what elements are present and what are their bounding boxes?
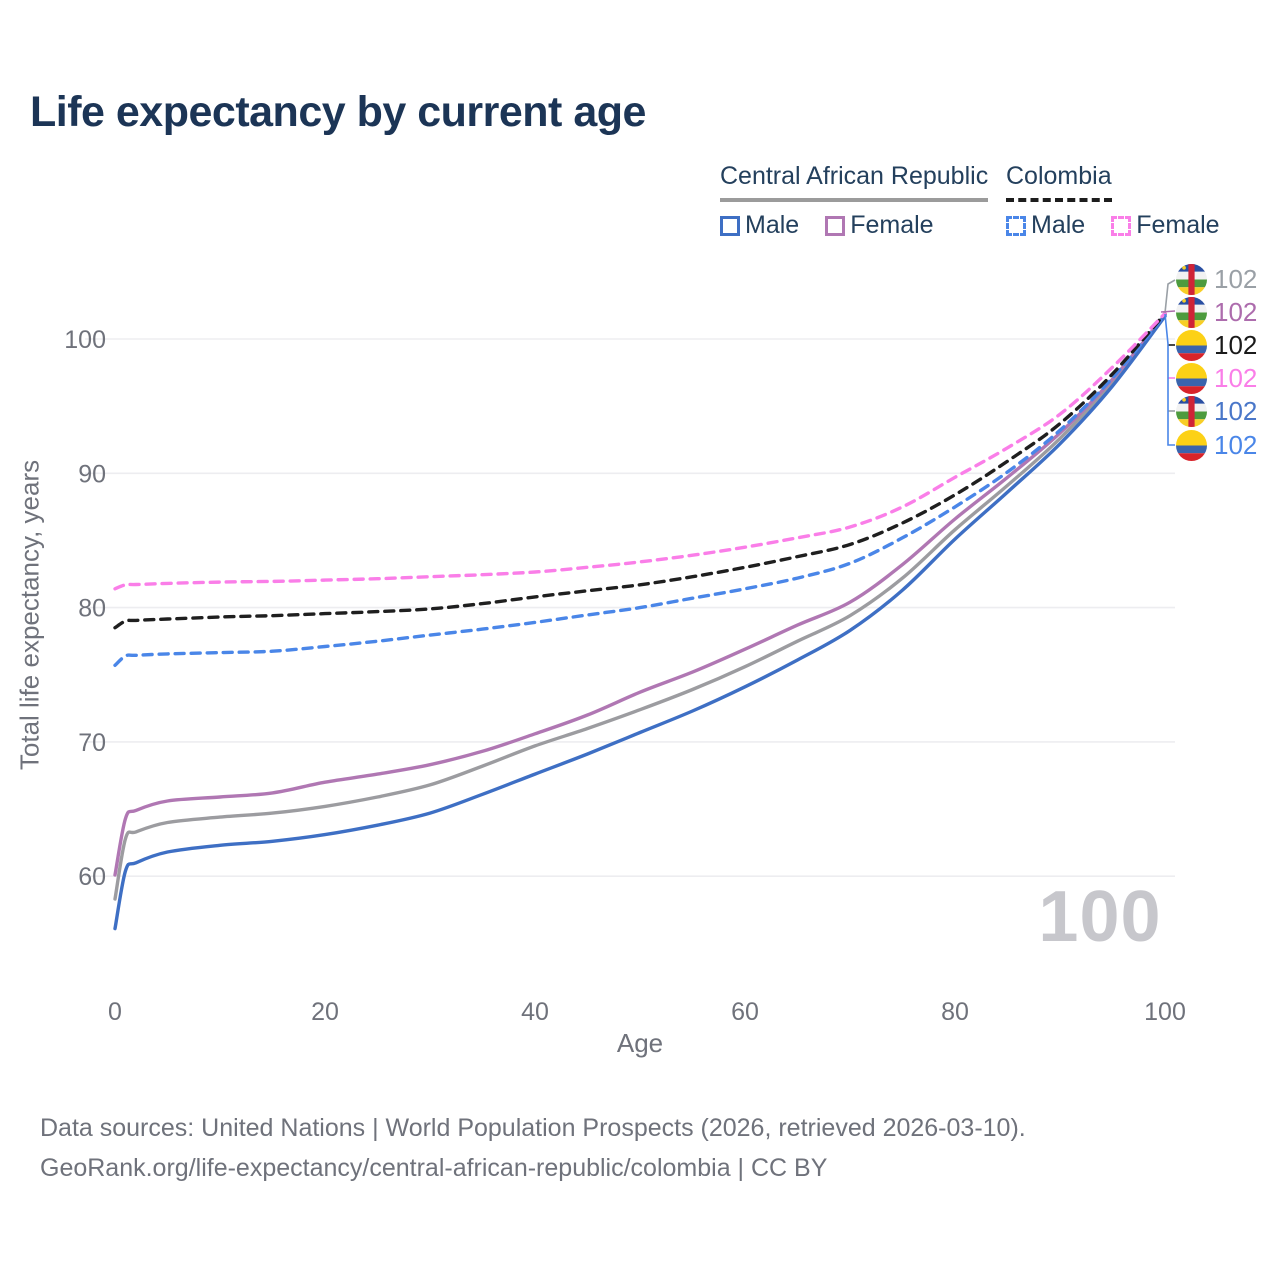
age-watermark: 100: [1038, 877, 1162, 957]
y-axis-title: Total life expectancy, years: [14, 459, 45, 771]
series-line-col-female: [113, 311, 1167, 591]
legend-label-col-male: Male: [1031, 211, 1086, 239]
end-label-car-female[interactable]: 102: [1176, 296, 1257, 328]
legend-group-central-african-republic: Central African Republic Male Female: [720, 162, 989, 240]
car-female-swatch-icon: [825, 215, 846, 236]
footer: Data sources: United Nations | World Pop…: [40, 1108, 1026, 1188]
x-axis-title: Age: [616, 1028, 664, 1058]
x-tick-label-40: 40: [521, 998, 549, 1026]
page-title: Life expectancy by current age: [30, 88, 646, 136]
legend-country-central-african-republic[interactable]: Central African Republic: [720, 162, 989, 202]
car-male-swatch-icon: [720, 215, 740, 236]
legend-label-car-female: Female: [850, 211, 934, 239]
end-value-car-total: 102: [1214, 264, 1258, 294]
leader-line-5: [1164, 313, 1175, 446]
x-tick-label-100: 100: [1144, 998, 1186, 1026]
legend-item-car-male[interactable]: Male: [720, 211, 799, 240]
x-tick-label-80: 80: [941, 998, 969, 1026]
end-value-car-female: 102: [1214, 297, 1258, 327]
end-value-car-male: 102: [1214, 396, 1258, 426]
end-label-car-total[interactable]: 102: [1176, 263, 1257, 295]
legend-item-col-female[interactable]: Female: [1111, 211, 1220, 240]
legend-country-colombia[interactable]: Colombia: [1006, 162, 1112, 202]
end-value-col-total: 102: [1214, 330, 1258, 360]
y-tick-label-60: 60: [78, 863, 106, 891]
leader-line-0: [1164, 279, 1176, 314]
y-tick-label-90: 90: [78, 460, 106, 488]
colombia-flag-icon: [1176, 329, 1207, 361]
end-label-col-male[interactable]: 102: [1176, 429, 1257, 461]
end-value-col-female: 102: [1214, 363, 1258, 393]
legend-item-car-female[interactable]: Female: [825, 211, 934, 240]
legend-label-col-female: Female: [1136, 211, 1220, 239]
x-tick-label-20: 20: [311, 998, 339, 1026]
end-label-col-total[interactable]: 102: [1176, 329, 1257, 361]
series-line-col-male: [113, 313, 1167, 667]
legend-label-car-male: Male: [745, 211, 800, 239]
footer-data-sources: Data sources: United Nations | World Pop…: [40, 1114, 1026, 1142]
colombia-female-swatch-icon: [1111, 215, 1132, 236]
series-line-car-female: [113, 313, 1167, 877]
legend-group-colombia: Colombia Male Female: [1006, 162, 1220, 240]
legend-item-col-male[interactable]: Male: [1006, 211, 1085, 240]
series-line-col-total: [113, 311, 1167, 630]
y-tick-label-100: 100: [64, 326, 106, 354]
central-african-republic-flag-icon: [1176, 263, 1207, 295]
series-line-car-total: [113, 313, 1167, 901]
colombia-male-swatch-icon: [1006, 215, 1026, 236]
series-line-car-male: [113, 314, 1167, 931]
x-tick-label-60: 60: [731, 998, 759, 1026]
central-african-republic-flag-icon: [1176, 296, 1207, 328]
y-tick-label-70: 70: [78, 729, 106, 757]
central-african-republic-flag-icon: [1176, 395, 1207, 427]
y-tick-label-80: 80: [78, 595, 106, 623]
end-value-col-male: 102: [1214, 430, 1258, 460]
end-label-car-male[interactable]: 102: [1176, 395, 1257, 427]
colombia-flag-icon: [1176, 362, 1207, 394]
leader-line-1: [1160, 310, 1176, 313]
x-tick-label-0: 0: [108, 998, 122, 1026]
end-label-col-female[interactable]: 102: [1176, 362, 1257, 394]
colombia-flag-icon: [1176, 429, 1207, 461]
footer-attribution: GeoRank.org/life-expectancy/central-afri…: [40, 1154, 828, 1182]
